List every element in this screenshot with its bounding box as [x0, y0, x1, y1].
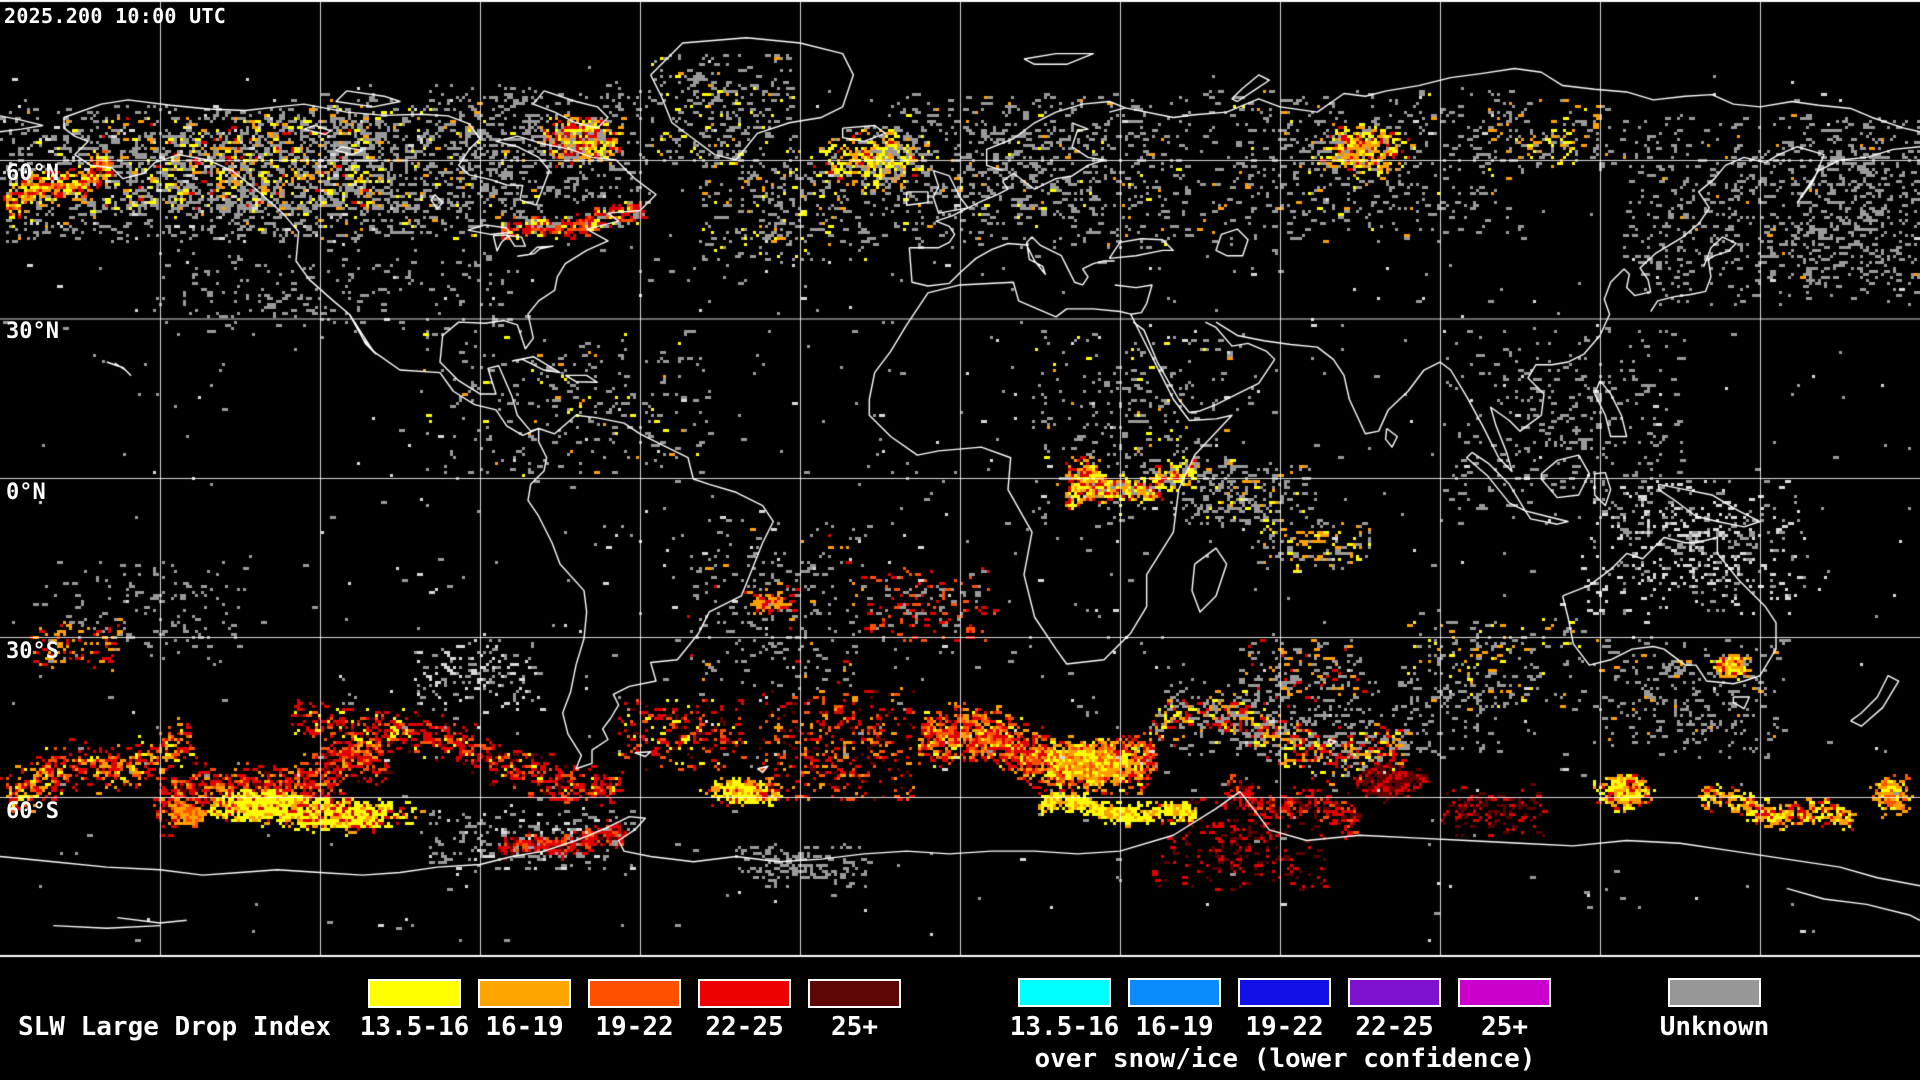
primary-bin-swatch-1	[478, 979, 571, 1008]
latitude-label-60s: 60°S	[6, 799, 59, 824]
snow-bin-swatch-2	[1238, 978, 1331, 1007]
snow-bin-label-2: 19-22	[1245, 1012, 1324, 1042]
legend-title: SLW Large Drop Index	[18, 1012, 332, 1042]
latitude-label-60n: 60°N	[6, 161, 59, 186]
snow-bin-swatch-1	[1128, 978, 1221, 1007]
unknown-bin-label-0: Unknown	[1659, 1012, 1770, 1042]
latitude-label-0n: 0°N	[6, 480, 46, 505]
unknown-bin-swatch-0	[1668, 978, 1761, 1007]
legend-snow-caption: over snow/ice (lower confidence)	[1034, 1044, 1536, 1074]
primary-bin-label-0: 13.5-16	[359, 1012, 470, 1042]
snow-bin-label-0: 13.5-16	[1009, 1012, 1120, 1042]
snow-bin-label-3: 22-25	[1355, 1012, 1434, 1042]
primary-bin-swatch-3	[698, 979, 791, 1008]
primary-bin-label-1: 16-19	[485, 1012, 564, 1042]
primary-bin-swatch-0	[368, 979, 461, 1008]
latitude-label-30s: 30°S	[6, 639, 59, 664]
snow-bin-swatch-3	[1348, 978, 1441, 1007]
timestamp-label: 2025.200 10:00 UTC	[4, 4, 227, 28]
snow-bin-swatch-0	[1018, 978, 1111, 1007]
primary-bin-swatch-4	[808, 979, 901, 1008]
world-map-canvas	[0, 0, 1920, 958]
primary-bin-label-4: 25+	[831, 1012, 878, 1042]
primary-bin-label-3: 22-25	[705, 1012, 784, 1042]
latitude-label-30n: 30°N	[6, 319, 59, 344]
snow-bin-label-4: 25+	[1481, 1012, 1528, 1042]
snow-bin-swatch-4	[1458, 978, 1551, 1007]
primary-bin-label-2: 19-22	[595, 1012, 674, 1042]
snow-bin-label-1: 16-19	[1135, 1012, 1214, 1042]
primary-bin-swatch-2	[588, 979, 681, 1008]
